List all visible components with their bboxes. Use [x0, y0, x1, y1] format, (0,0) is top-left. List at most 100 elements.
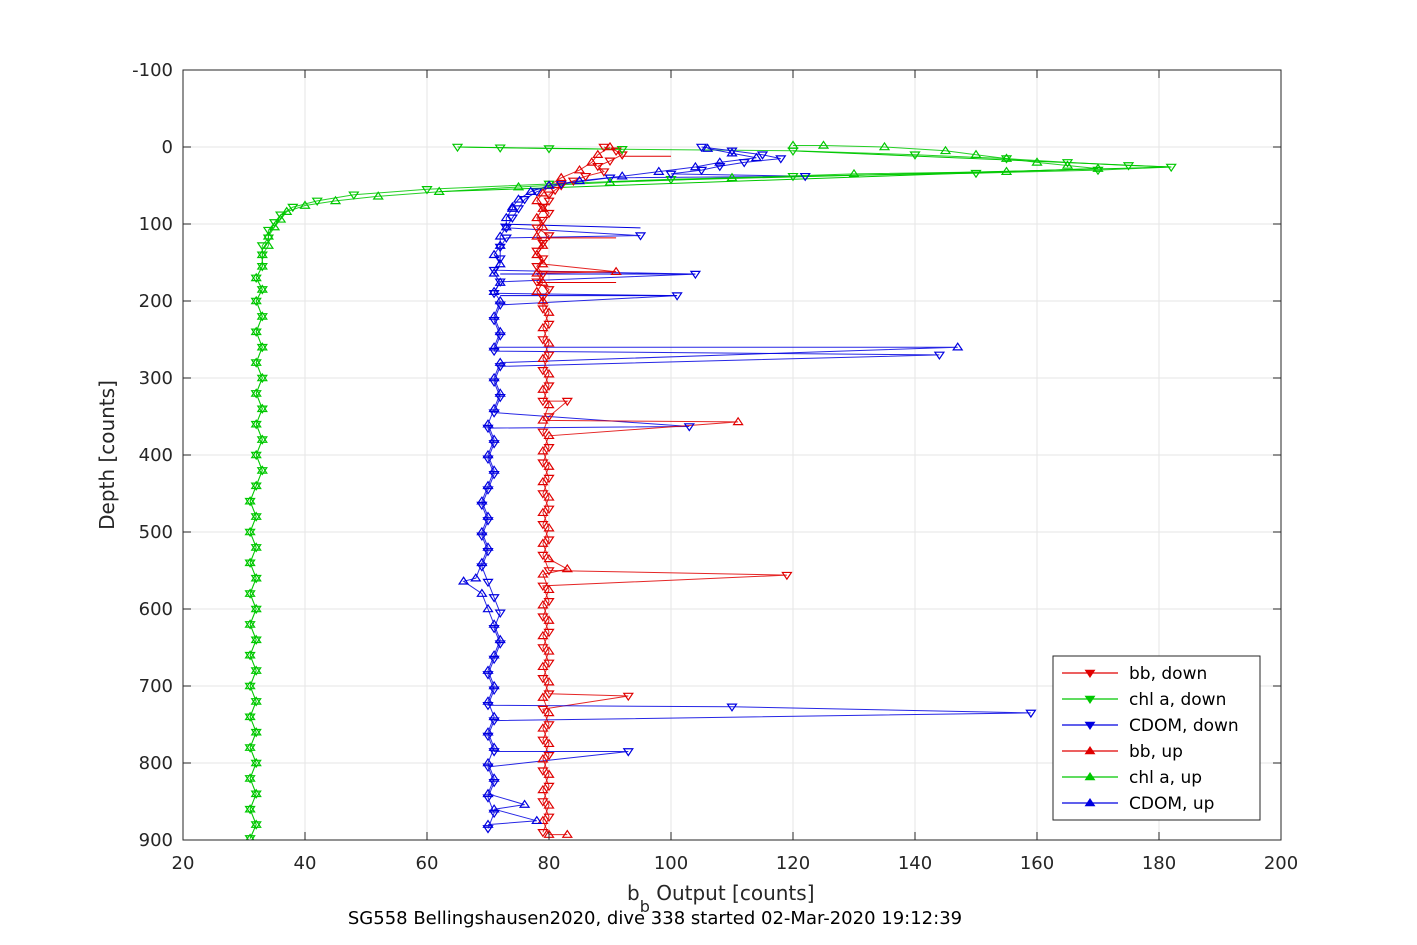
data-point: [256, 403, 268, 413]
legend-marker: [1084, 721, 1096, 730]
data-point: [256, 261, 268, 270]
spike-line: [457, 146, 623, 150]
data-point: [250, 757, 262, 767]
data-point: [244, 775, 256, 784]
data-point: [543, 430, 555, 440]
data-point: [543, 307, 555, 316]
data-point: [250, 603, 262, 613]
data-point: [488, 440, 500, 449]
data-point: [482, 511, 494, 520]
data-point: [250, 482, 262, 491]
data-point: [250, 698, 262, 707]
data-point: [244, 804, 256, 813]
data-point: [1061, 160, 1074, 169]
data-point: [244, 650, 256, 659]
data-point: [543, 369, 555, 378]
data-point: [488, 778, 500, 788]
data-point: [250, 819, 262, 828]
data-point: [250, 636, 262, 645]
data-point: [482, 763, 494, 772]
data-point: [537, 295, 549, 305]
data-point: [543, 707, 555, 717]
data-point: [799, 172, 811, 182]
data-point: [256, 342, 268, 351]
data-point: [537, 240, 549, 249]
data-point: [494, 634, 506, 644]
data-point: [494, 255, 506, 264]
data-point: [732, 416, 744, 426]
data-point: [244, 590, 256, 599]
data-point: [488, 286, 500, 296]
data-point: [244, 559, 256, 568]
data-point: [488, 650, 500, 659]
data-point: [537, 784, 549, 794]
data-point: [482, 732, 494, 742]
data-point: [537, 551, 549, 561]
data-point: [482, 480, 494, 490]
legend-box: [1052, 655, 1261, 821]
data-point: [543, 197, 555, 207]
data-point: [256, 467, 268, 476]
data-point: [537, 188, 549, 197]
data-point: [250, 759, 262, 769]
series-line: [462, 148, 958, 826]
data-point: [787, 140, 799, 149]
data-point: [1000, 166, 1013, 175]
y-tick-label: 700: [139, 676, 173, 697]
data-point: [250, 511, 262, 520]
data-point: [250, 274, 262, 284]
data-point: [787, 172, 799, 182]
data-point: [543, 584, 555, 594]
y-tick-label: 800: [139, 753, 173, 774]
data-point: [274, 214, 287, 223]
data-point: [250, 297, 262, 307]
data-point: [488, 378, 500, 387]
data-point: [537, 255, 549, 264]
data-point: [244, 742, 256, 751]
y-tick-label: -100: [132, 60, 173, 81]
y-tick-label: 500: [139, 522, 173, 543]
data-point: [537, 507, 549, 517]
data-point: [543, 769, 555, 778]
data-point: [909, 151, 921, 160]
data-point: [488, 266, 500, 276]
data-point: [738, 159, 750, 168]
data-point: [256, 372, 268, 382]
data-point: [250, 295, 262, 305]
data-point: [482, 603, 494, 613]
data-point: [500, 221, 512, 231]
data-point: [537, 600, 549, 609]
data-point: [1092, 163, 1104, 172]
data-point: [256, 313, 268, 322]
data-point: [482, 825, 494, 834]
data-point: [775, 155, 787, 164]
data-point: [348, 191, 360, 200]
data-point: [531, 268, 543, 277]
data-point: [537, 415, 549, 424]
data-point: [598, 168, 610, 177]
data-point: [482, 701, 494, 711]
data-point: [537, 258, 549, 268]
y-axis-label: Depth [counts]: [95, 380, 119, 530]
grid: [182, 69, 1282, 841]
data-point: [470, 573, 482, 582]
data-point: [622, 692, 634, 702]
data-point: [311, 197, 323, 207]
data-point: [488, 249, 500, 259]
data-point: [488, 655, 500, 665]
data-point: [537, 446, 549, 455]
data-point: [537, 459, 549, 468]
x-tick-label: 80: [538, 853, 561, 874]
data-point: [573, 164, 586, 174]
data-point: [262, 240, 275, 249]
data-point: [549, 186, 561, 196]
y-tick-label: 300: [139, 368, 173, 389]
legend-entry-label: chl a, up: [1129, 768, 1202, 788]
data-point: [555, 182, 567, 191]
data-point: [244, 744, 256, 753]
data-point: [573, 175, 586, 185]
data-point: [494, 231, 506, 240]
data-point: [537, 630, 549, 640]
data-point: [482, 455, 494, 464]
data-point: [531, 195, 543, 205]
